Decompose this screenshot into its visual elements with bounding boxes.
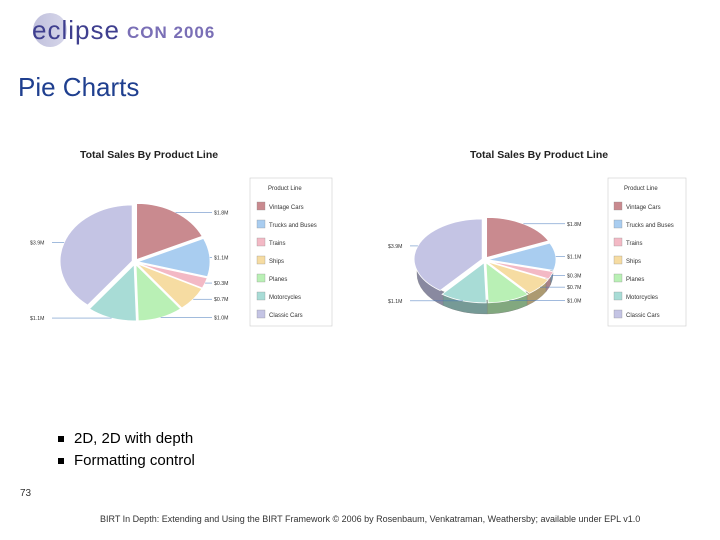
legend-swatch [256,201,266,211]
legend-frame [249,177,333,327]
pie-slice-planes [135,263,182,322]
logo-suffix: CON 2006 [127,23,215,42]
legend-title: Product Line [624,186,658,192]
data-label: $0.3M [214,281,228,287]
legend-swatch [256,291,266,301]
pie-slice-vintage-cars [136,203,203,261]
pie-slice-trucks-and-buses [136,238,211,278]
legend-label: Classic Cars [269,313,303,319]
legend-swatch [613,273,623,283]
data-label: $0.7M [567,285,581,291]
legend-swatch [613,201,623,211]
legend-label: Trains [269,241,285,247]
legend-label: Planes [269,277,287,283]
data-label: $1.8M [214,210,228,216]
pie-slice-ships [487,261,549,294]
slide-title: Pie Charts [18,72,140,102]
legend-label: Motorcycles [626,295,658,301]
page-number: 73 [20,488,32,499]
data-label: $1.1M [388,299,402,305]
bullet-item: 2D, 2D with depth [58,428,195,450]
legend-label: Motorcycles [269,295,301,301]
legend-label: Classic Cars [626,313,660,319]
legend-label: Trains [626,241,642,247]
data-label: $1.1M [30,316,44,322]
pie-slice-motorcycles [441,262,487,304]
legend-label: Vintage Cars [626,205,661,211]
footer-text: BIRT In Depth: Extending and Using the B… [100,514,641,524]
data-label: $3.9M [388,244,402,250]
pie-slice-planes [485,261,529,304]
legend-swatch [256,273,266,283]
pie-chart-2d-depth: Total Sales By Product Line $1.8M $1.1M $0… [388,149,687,327]
data-label: $1.0M [214,315,228,321]
chart-title: Total Sales By Product Line [470,149,608,161]
bullet-item: Formatting control [58,450,195,472]
data-label: $0.3M [567,273,581,279]
legend-label: Planes [626,277,644,283]
pie-slice-classic-cars [413,218,483,291]
bullet-list: 2D, 2D with depth Formatting control [58,428,195,472]
chart-title: Total Sales By Product Line [80,149,218,161]
eclipse-logo-icon: eclipse CON 2006 [10,8,215,52]
legend-swatch [613,255,623,265]
pie-slice-trains [137,262,208,289]
legend-label: Vintage Cars [269,205,304,211]
data-label: $1.8M [567,222,581,228]
data-label: $1.1M [567,255,581,261]
data-label: $1.0M [567,298,581,304]
legend-swatch [613,237,623,247]
data-label: $3.9M [30,241,44,247]
legend-swatch [256,237,266,247]
legend-swatch [613,309,623,319]
pie-slice-trucks-and-buses [487,242,557,271]
legend-title: Product Line [268,186,302,192]
legend-swatch [256,255,266,265]
pie-chart-2d: Total Sales By Product Line $1.8M $1.1M $0… [30,149,333,327]
legend-swatch [613,219,623,229]
data-label: $0.7M [214,297,228,303]
eclipsecon-logo: eclipse CON 2006 [10,8,260,52]
legend-label: Trucks and Buses [269,223,317,229]
legend-label: Ships [269,259,284,265]
legend-frame [607,177,687,327]
legend-label: Trucks and Buses [626,223,674,229]
legend-label: Ships [626,259,641,265]
legend-swatch [256,309,266,319]
legend-swatch [256,219,266,229]
logo-prefix: eclipse [32,15,120,45]
data-label: $1.1M [214,255,228,261]
pie-slice-ships [137,263,203,309]
legend-swatch [613,291,623,301]
